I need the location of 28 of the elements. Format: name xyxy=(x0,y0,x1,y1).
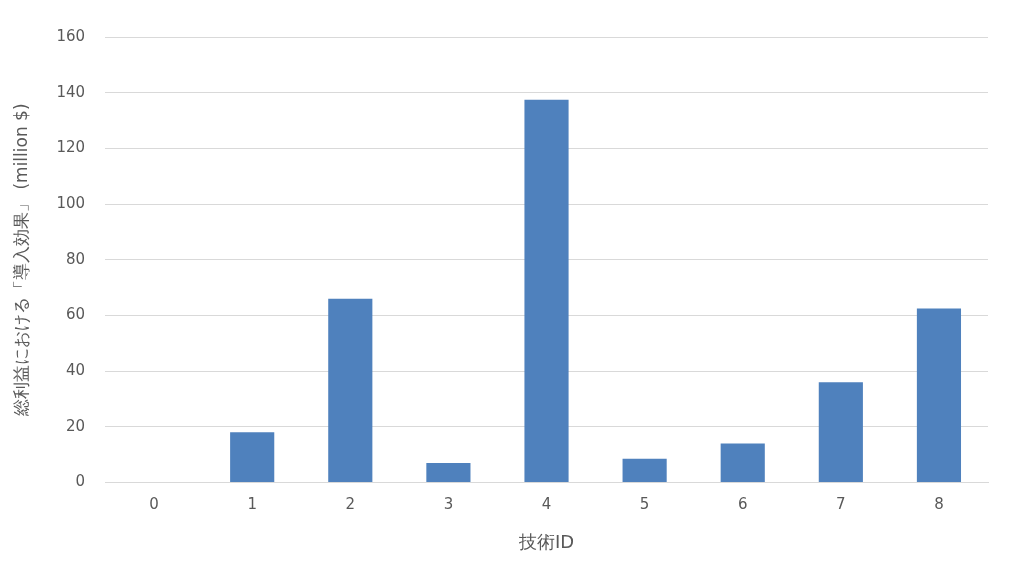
y-tick-label: 60 xyxy=(65,305,86,324)
bar xyxy=(230,432,275,482)
y-tick-label: 120 xyxy=(56,138,86,157)
x-tick-label: 8 xyxy=(934,495,944,514)
bar xyxy=(524,99,569,482)
y-tick-label: 80 xyxy=(65,249,86,268)
x-tick-label: 2 xyxy=(345,495,356,514)
x-tick-label: 7 xyxy=(836,495,846,514)
bar xyxy=(720,443,765,482)
x-tick-label: 5 xyxy=(639,495,650,514)
bar xyxy=(818,382,863,482)
bar xyxy=(916,308,962,482)
x-tick-label: 6 xyxy=(737,495,748,514)
bar xyxy=(426,462,471,482)
y-axis-title: 総利益における「導入効果」 (million $) xyxy=(10,103,31,417)
y-tick-label: 20 xyxy=(65,416,86,435)
y-tick-label: 160 xyxy=(56,26,86,45)
y-tick-label: 140 xyxy=(56,82,86,101)
x-axis-title: 技術ID xyxy=(517,530,575,552)
bar xyxy=(328,298,373,482)
x-tick-label: 1 xyxy=(247,495,257,514)
y-tick-label: 40 xyxy=(65,360,86,379)
x-tick-label: 4 xyxy=(541,495,552,514)
x-tick-label: 0 xyxy=(149,495,159,514)
x-tick-label: 3 xyxy=(443,495,454,514)
y-tick-label: 100 xyxy=(56,193,86,212)
y-tick-label: 0 xyxy=(75,472,86,491)
bar xyxy=(622,458,667,482)
